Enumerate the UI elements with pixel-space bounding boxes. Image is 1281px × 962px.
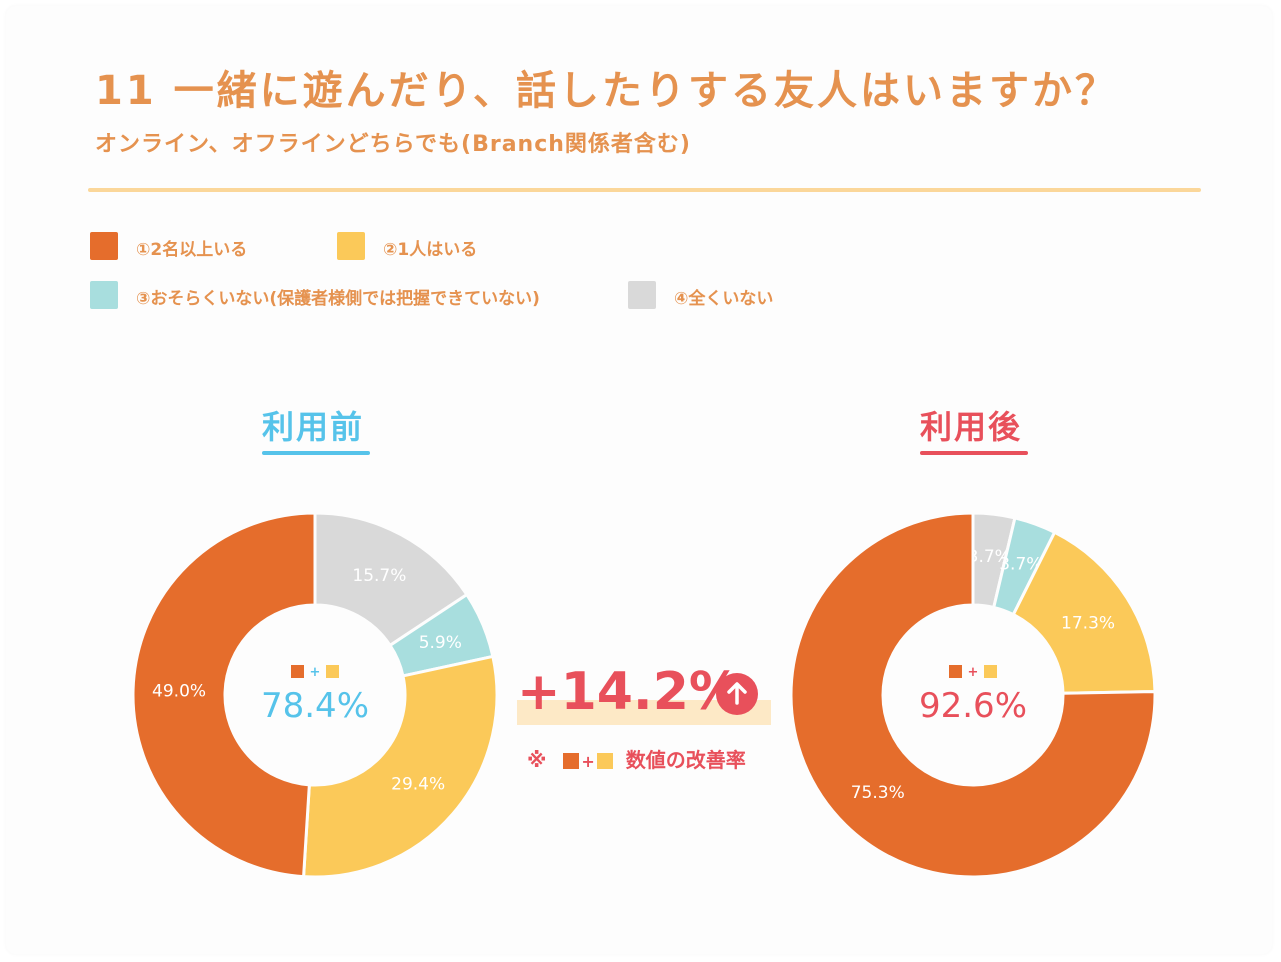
legend-swatch-4: [628, 281, 656, 309]
slice-label: 5.9%: [419, 633, 462, 653]
up-arrow-icon: [716, 673, 758, 715]
center-swatch-yellow: [326, 665, 339, 678]
note-plus: +: [581, 752, 595, 771]
before-chart-title: 利用前: [262, 408, 365, 446]
slice-label: 3.7%: [999, 554, 1042, 574]
legend-label-2: ②1人はいる: [383, 240, 478, 260]
after-chart-title: 利用後: [920, 408, 1023, 446]
donut-slice: [302, 654, 499, 879]
legend-swatch-3: [90, 281, 118, 309]
before-donut: 15.7% 5.9% 29.4% 49.0% +78.4%: [131, 511, 499, 879]
before-title-underline: [262, 451, 370, 455]
legend-label-1: ①2名以上いる: [136, 240, 248, 260]
note-mark: ※: [527, 748, 547, 772]
slice-label: 29.4%: [391, 775, 445, 795]
improvement-note: ※ + 数値の改善率: [527, 744, 746, 773]
donut-slice: [131, 511, 317, 879]
legend-swatch-2: [337, 232, 365, 260]
center-swatch-yellow: [984, 665, 997, 678]
center-plus: +: [310, 665, 321, 680]
legend-label-4: ④全くいない: [674, 289, 774, 309]
center-total-value: 92.6%: [919, 686, 1027, 726]
donut-slice: [789, 511, 1157, 879]
after-donut: 3.7%3.7% 17.3% 75.3% +92.6%: [789, 511, 1157, 879]
note-text: 数値の改善率: [625, 748, 746, 772]
improvement-value: +14.2%: [517, 662, 741, 722]
slice-label: 75.3%: [851, 783, 905, 803]
slice-label: 49.0%: [152, 682, 206, 702]
center-plus: +: [968, 665, 979, 680]
legend-label-3: ③おそらくいない(保護者様側では把握できていない): [136, 289, 540, 309]
legend-swatch-1: [90, 232, 118, 260]
note-swatch-orange: [563, 753, 580, 769]
center-total-value: 78.4%: [261, 686, 369, 726]
center-swatch-orange: [291, 665, 304, 678]
title-divider: [88, 188, 1201, 192]
slice-label: 15.7%: [352, 566, 406, 586]
donut-slice: [1011, 530, 1157, 695]
page-title: 11 一緒に遊んだり、話したりする友人はいますか？: [95, 68, 1118, 114]
page-subtitle: オンライン、オフラインどちらでも(Branch関係者含む): [95, 132, 691, 157]
center-swatch-orange: [949, 665, 962, 678]
after-title-underline: [920, 451, 1028, 455]
slice-label: 3.7%: [968, 547, 1011, 567]
note-swatch-yellow: [596, 753, 613, 769]
slice-label: 17.3%: [1061, 613, 1115, 633]
